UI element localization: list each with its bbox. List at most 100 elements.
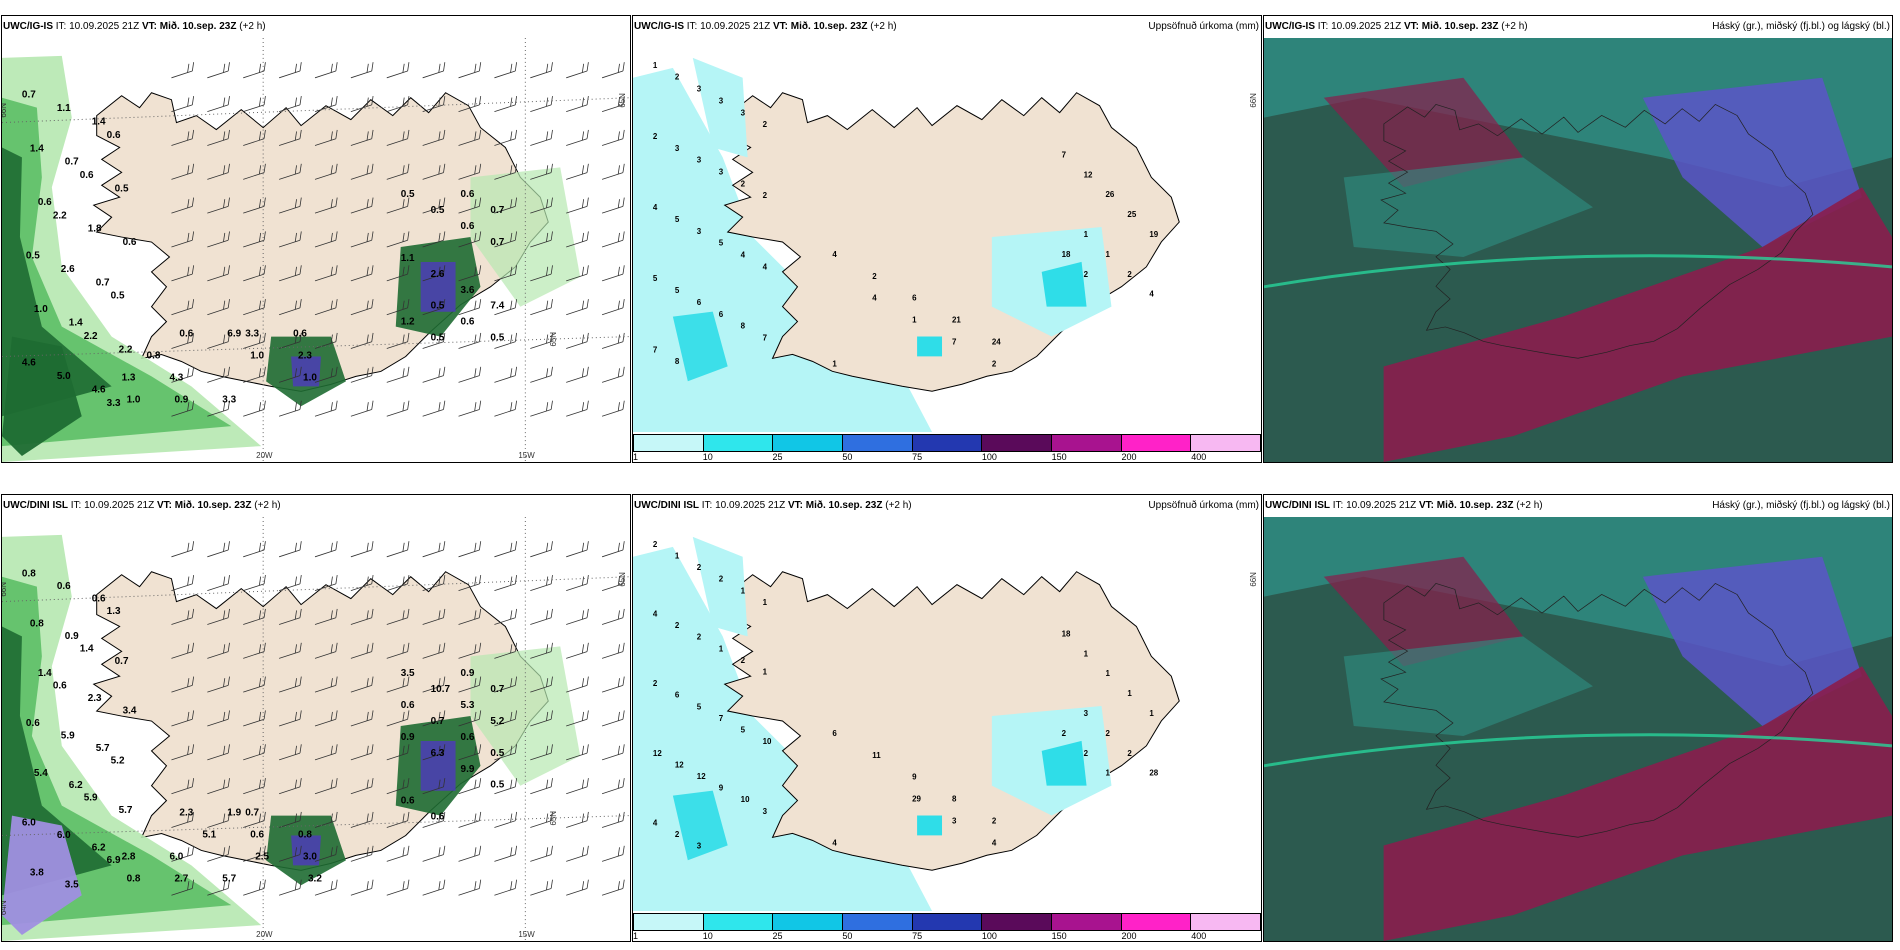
wind-barb	[458, 541, 482, 558]
wind-barb	[494, 744, 518, 761]
wind-barb-feather	[443, 608, 446, 618]
wind-barb	[386, 163, 410, 180]
wind-barb-shaft	[601, 375, 624, 383]
wind-barb-shaft	[314, 617, 336, 625]
vt-label: VT:	[772, 21, 788, 32]
gust-value-label: 1.4	[38, 668, 52, 679]
wind-barb-feather	[546, 576, 549, 586]
wind-barb-shaft	[314, 752, 336, 761]
gust-value-label: 3.3	[245, 329, 259, 340]
wind-barb-feather	[586, 778, 589, 787]
wind-barb-shaft	[314, 341, 336, 349]
wind-barb	[494, 879, 518, 896]
wind-barb-feather	[617, 678, 620, 688]
wind-barb-shaft	[386, 138, 408, 146]
wind-barb-shaft	[422, 854, 444, 862]
wind-barb-feather	[510, 131, 513, 141]
precip-value-label: 5	[653, 274, 658, 283]
gust-value-label: 0.6	[461, 317, 475, 328]
wind-barb-feather	[438, 711, 441, 721]
wind-barb-feather	[263, 879, 266, 889]
wind-barb-feather	[330, 334, 333, 344]
wind-barb	[530, 366, 553, 383]
wind-barb	[530, 845, 553, 862]
wind-barb-feather	[474, 711, 477, 721]
wind-barb-shaft	[530, 617, 552, 625]
wind-barb-shaft	[458, 307, 480, 316]
wind-barb-feather	[617, 576, 620, 586]
it-label: IT:	[1332, 500, 1344, 511]
wind-barb-feather	[258, 644, 262, 654]
wind-barb	[530, 744, 553, 761]
wind-barb-feather	[546, 232, 549, 242]
wind-barb-shaft	[243, 718, 265, 727]
precip-value-label: 12	[675, 760, 684, 769]
wind-barb-feather	[223, 97, 226, 107]
wind-barb	[350, 778, 374, 795]
wind-barb-feather	[617, 644, 620, 654]
wind-barb	[243, 129, 266, 146]
precip-value-label: 2	[992, 359, 997, 368]
wind-barb	[278, 845, 302, 862]
wind-barb-feather	[550, 163, 553, 173]
lon-label: 20W	[256, 451, 273, 460]
gust-value-label: 0.6	[57, 581, 71, 592]
wind-barb-feather	[622, 845, 625, 855]
wind-shading	[291, 835, 321, 866]
wind-barb-feather	[581, 199, 585, 209]
wind-barb-shaft	[422, 752, 444, 761]
wind-barb-shaft	[350, 70, 372, 79]
wind-barb	[171, 197, 195, 214]
wind-barb-shaft	[314, 409, 336, 417]
wind-barb-feather	[402, 779, 405, 789]
wind-barb	[566, 96, 589, 113]
colorbar-swatch	[1052, 435, 1122, 451]
cloud-shading	[1323, 77, 1524, 188]
wind-barb-shaft	[207, 786, 229, 795]
wind-barb	[243, 299, 266, 316]
colorbar-swatch	[843, 914, 913, 930]
map-svg	[1264, 517, 1892, 941]
gust-value-label: 5.7	[96, 743, 110, 754]
wind-barb-feather	[510, 610, 513, 620]
wind-barb-feather	[443, 744, 446, 754]
wind-barb-feather	[366, 97, 369, 107]
precip-value-label: 3	[719, 96, 724, 105]
gust-value-label: 5.9	[61, 730, 75, 741]
gust-value-label: 0.7	[245, 808, 259, 819]
wind-barb	[494, 129, 518, 146]
wind-barb-feather	[546, 779, 549, 789]
wind-barb-feather	[330, 644, 333, 654]
wind-barb-shaft	[207, 239, 229, 248]
wind-barb-shaft	[314, 888, 336, 896]
wind-barb-feather	[371, 710, 374, 720]
lat-label: 66N	[1249, 93, 1258, 108]
colorbar-tick-label: 1	[633, 931, 639, 941]
wind-barb-feather	[622, 197, 625, 207]
wind-barb-feather	[407, 879, 410, 889]
wind-barb	[171, 676, 195, 693]
wind-barb-shaft	[601, 70, 624, 79]
wind-barb-feather	[223, 542, 226, 552]
wind-barb-feather	[299, 400, 302, 410]
wind-barb-shaft	[278, 172, 301, 180]
precip-value-label: 11	[872, 751, 881, 760]
wind-barb-feather	[187, 610, 190, 620]
wind-barb-feather	[546, 847, 549, 857]
gust-value-label: 0.9	[65, 631, 79, 642]
wind-barb-feather	[371, 96, 374, 105]
wind-barb-shaft	[386, 307, 408, 316]
gust-value-label: 2.2	[53, 210, 67, 221]
lat-label: 65N	[549, 811, 558, 826]
wind-barb	[422, 96, 446, 113]
wind-barb-shaft	[278, 718, 301, 727]
gust-value-label: 3.0	[303, 851, 317, 862]
wind-barb-feather	[407, 608, 410, 618]
wind-barb-shaft	[386, 206, 408, 214]
wind-barb-shaft	[386, 854, 408, 862]
wind-barb-feather	[335, 811, 338, 821]
wind-barb-feather	[479, 265, 482, 275]
wind-barb-feather	[371, 231, 374, 241]
wind-barb	[601, 845, 625, 862]
